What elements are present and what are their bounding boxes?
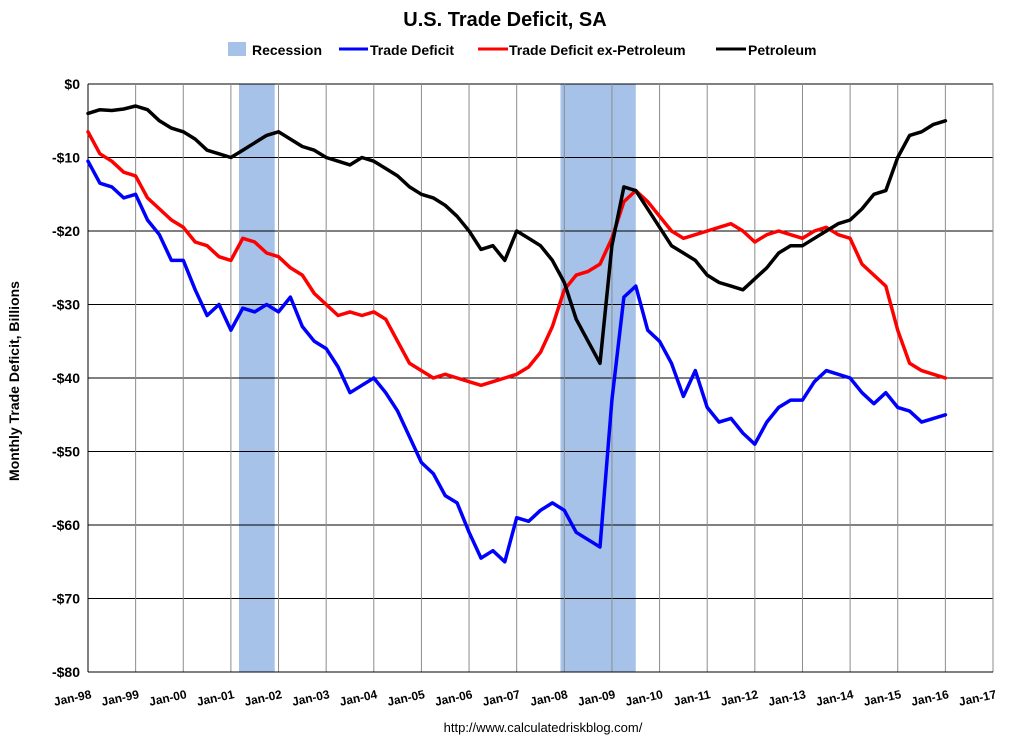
x-tick-label: Jan-12 bbox=[719, 687, 759, 709]
y-tick-label: -$10 bbox=[52, 150, 80, 166]
y-tick-label: -$50 bbox=[52, 444, 80, 460]
y-tick-label: -$40 bbox=[52, 370, 80, 386]
y-axis-label: Monthly Trade Deficit, Billions bbox=[6, 281, 22, 481]
x-tick-label: Jan-99 bbox=[100, 687, 140, 709]
x-tick-label: Jan-09 bbox=[576, 687, 616, 709]
series-line-trade-deficit-ex-petroleum bbox=[86, 130, 948, 388]
x-tick-label: Jan-17 bbox=[958, 687, 998, 709]
x-tick-label: Jan-98 bbox=[53, 687, 93, 709]
y-tick-label: -$20 bbox=[52, 223, 80, 239]
y-axis-ticks: $0 -$10 -$20 -$30 -$40 -$50 -$60 -$70 -$80 bbox=[52, 76, 80, 680]
x-tick-label: Jan-14 bbox=[815, 687, 855, 709]
source-url: http://www.calculatedriskblog.com/ bbox=[444, 720, 643, 735]
series-line-trade-deficit bbox=[86, 159, 948, 564]
legend-label-trade-deficit: Trade Deficit bbox=[370, 42, 454, 58]
gridlines bbox=[87, 83, 994, 673]
legend-swatch-recession bbox=[228, 42, 246, 56]
x-tick-label: Jan-08 bbox=[529, 687, 569, 709]
x-tick-label: Jan-01 bbox=[195, 687, 235, 709]
legend-label-petroleum: Petroleum bbox=[748, 42, 816, 58]
x-tick-label: Jan-07 bbox=[481, 687, 521, 709]
chart-title: U.S. Trade Deficit, SA bbox=[403, 9, 606, 31]
x-tick-label: Jan-03 bbox=[291, 687, 331, 709]
x-tick-label: Jan-13 bbox=[767, 687, 807, 709]
x-axis-ticks: Jan-98 Jan-99 Jan-00 Jan-01 Jan-02 Jan-03 Jan-… bbox=[53, 687, 998, 709]
x-tick-label: Jan-15 bbox=[862, 687, 902, 709]
y-tick-label: -$60 bbox=[52, 517, 80, 533]
x-tick-label: Jan-05 bbox=[386, 687, 426, 709]
x-tick-label: Jan-06 bbox=[434, 687, 474, 709]
y-tick-label: -$80 bbox=[52, 664, 80, 680]
x-tick-label: Jan-00 bbox=[148, 687, 188, 709]
legend-label-recession: Recession bbox=[252, 42, 322, 58]
legend-label-trade-deficit-ex-petroleum: Trade Deficit ex-Petroleum bbox=[509, 42, 686, 58]
series-line-petroleum bbox=[86, 104, 948, 366]
series-lines bbox=[86, 104, 948, 564]
x-tick-label: Jan-02 bbox=[243, 687, 283, 709]
x-tick-label: Jan-04 bbox=[338, 687, 378, 709]
y-tick-label: -$30 bbox=[52, 297, 80, 313]
x-tick-label: Jan-10 bbox=[624, 687, 664, 709]
x-tick-label: Jan-16 bbox=[910, 687, 950, 709]
y-tick-label: $0 bbox=[64, 76, 80, 92]
chart-legend: Recession Trade Deficit Trade Deficit ex… bbox=[228, 42, 816, 58]
x-tick-label: Jan-11 bbox=[672, 687, 712, 709]
y-tick-label: -$70 bbox=[52, 591, 80, 607]
